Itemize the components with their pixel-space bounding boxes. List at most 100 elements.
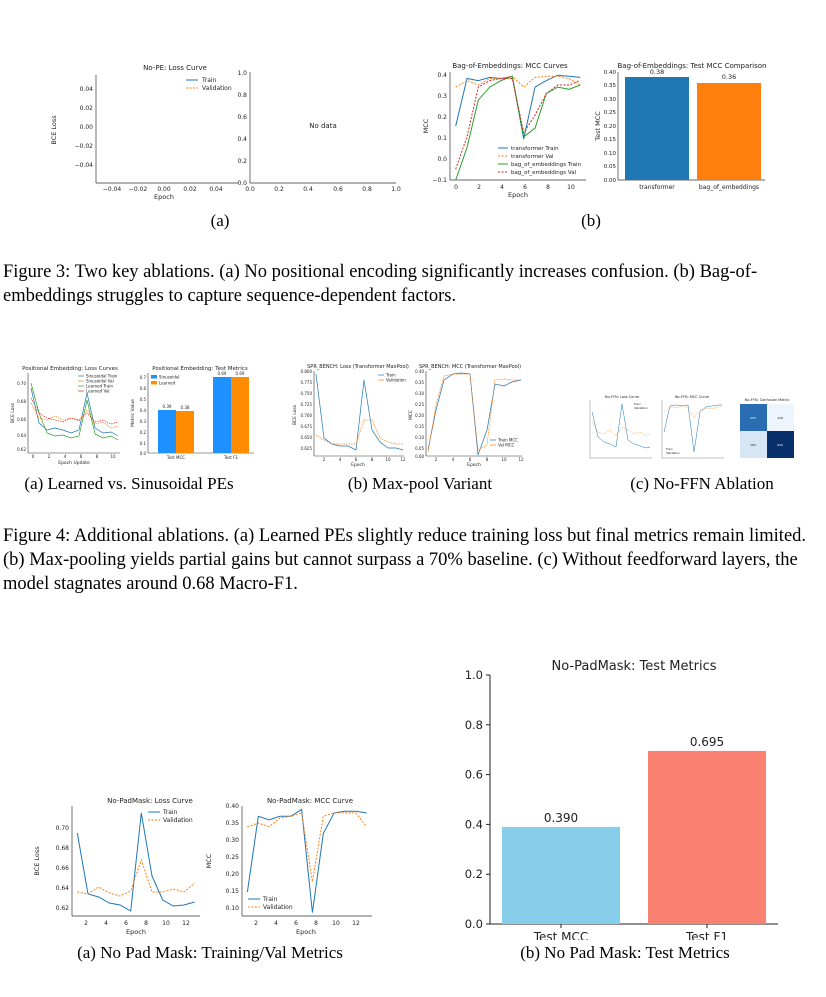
tick-label: 0.6	[333, 186, 343, 193]
np-loss-yticks: 0.70 0.68 0.66 0.64 0.62	[56, 825, 70, 912]
np-mcc-xticks: 2 4 6 8 10 12	[254, 920, 360, 927]
bar-value-label: 0.38	[650, 68, 664, 76]
tick-label: 0.15	[604, 137, 617, 143]
mp-mcc-xlabel: Epoch	[467, 462, 481, 468]
series-line	[455, 75, 581, 88]
boe-curves-title: Bag-of-Embeddings: MCC Curves	[452, 62, 568, 70]
boe-curves-yticks: 0.4 0.3 0.2 0.1 0.0 −0.1	[432, 72, 447, 184]
fig4-sublabel-b: (b) Max-pool Variant	[347, 474, 493, 493]
cm-value: 183	[750, 443, 756, 447]
learned-val-line	[30, 397, 119, 425]
tick-label: 0.2	[437, 114, 447, 121]
bar	[648, 750, 766, 924]
np-loss-ylabel: BCE Loss	[33, 846, 41, 876]
tick-label: 0.8	[362, 186, 372, 193]
tick-label: 0.35	[604, 83, 617, 89]
np-loss-legend: Train Validation	[148, 809, 193, 824]
y-tick-label: 0.6	[465, 768, 483, 782]
tick-label: 0.64	[56, 885, 70, 892]
tick-label: 1.0	[391, 186, 401, 193]
fig3-sublabel-b: (b)	[581, 211, 601, 230]
cm-values: 255 128 183 434	[750, 416, 783, 447]
nf-val-mcc-line	[663, 405, 723, 418]
tick-label: −0.1	[432, 177, 447, 184]
tick-label: 0.775	[301, 380, 313, 385]
bar-category-label: Test MCC	[166, 455, 185, 460]
legend-label: Train	[385, 373, 396, 378]
cm-value: 434	[777, 443, 783, 447]
tick-label: 8	[144, 920, 148, 927]
tick-label: 6	[523, 184, 527, 191]
tick-label: 0.20	[415, 413, 424, 418]
mp-loss-xlabel: Epoch	[351, 462, 365, 468]
nf-train-mcc-line	[663, 404, 722, 453]
tick-label: 0.25	[604, 110, 617, 116]
tick-label: 10	[162, 920, 170, 927]
figure3-caption: Figure 3: Two key ablations. (a) No posi…	[3, 262, 758, 306]
tick-label: 0.10	[604, 151, 617, 157]
tick-label: 0.725	[301, 402, 313, 407]
tick-label: 0.8	[237, 92, 247, 99]
tick-label: 0.70	[17, 381, 26, 386]
cm-cell	[740, 431, 767, 458]
np-mcc-ylabel: MCC	[205, 853, 213, 868]
y-tick-label: 0.8	[465, 718, 483, 732]
y-tick-label: 0.0	[465, 917, 483, 931]
nf-mcc-title: No-FFN: MCC Curve	[675, 395, 709, 399]
boe-bar-title: Bag-of-Embeddings: Test MCC Comparison	[618, 62, 767, 70]
cm-value: 255	[750, 416, 756, 420]
mp-loss-yticks: 0.800 0.775 0.750 0.725 0.700 0.675 0.650 0.6…	[301, 369, 313, 451]
bar	[502, 826, 620, 924]
tick-label: 0.02	[183, 186, 197, 193]
mp-loss-xticks: 2 4 6 8 10 12	[323, 457, 406, 462]
legend-label: Validation	[202, 85, 232, 92]
tick-label: 6	[80, 454, 83, 459]
tick-label: 12	[518, 457, 524, 462]
nf-cm-title: No-FFN: Confusion Matrix	[745, 398, 790, 402]
pe-loss-xlabel: Epoch Update	[58, 460, 90, 466]
mp-mcc-title: SPR_BENCH: MCC (Transformer MaxPool)	[419, 364, 521, 370]
tick-label: 12	[182, 920, 190, 927]
tick-label: 0.64	[17, 433, 26, 438]
legend-label: Train	[633, 402, 641, 406]
legend-label: Validation	[634, 406, 648, 410]
tick-label: 0	[32, 454, 35, 459]
np-loss-xlabel: Epoch	[126, 928, 146, 936]
tick-label: 0.15	[415, 424, 424, 429]
tick-label: 0.800	[301, 369, 313, 374]
tick-label: 0.2	[274, 186, 284, 193]
tick-label: 12	[352, 920, 360, 927]
fig4-sublabel-a: (a) Learned vs. Sinusoidal PEs	[24, 474, 234, 493]
np-mcc-legend: Train Validation	[248, 896, 293, 911]
tick-label: 0.00	[415, 454, 424, 459]
legend-label: Validation	[386, 378, 406, 383]
figure4-panel-b: SPR_BENCH: Loss (Transformer MaxPool) BC…	[292, 364, 524, 468]
tick-label: 8	[96, 454, 99, 459]
tick-label: 0.0	[437, 156, 447, 163]
tick-label: 0.2	[237, 158, 247, 165]
figure4-caption: Figure 4: Additional ablations. (a) Lear…	[3, 526, 807, 594]
boe-curves-ylabel: MCC	[422, 118, 430, 133]
legend-label: Validation	[666, 451, 680, 455]
nope-mcc-yticks: 1.0 0.8 0.6 0.4 0.2 0.0	[237, 70, 247, 187]
tick-label: 0.625	[301, 446, 313, 451]
tick-label: 0.15	[226, 888, 240, 895]
mp-mcc-xticks: 2 4 6 8 10 12	[435, 457, 524, 462]
tick-label: 0.70	[56, 825, 70, 832]
legend-label: Val MCC	[498, 443, 515, 448]
tick-label: 6	[469, 457, 472, 462]
bar-sinusoidal-f1	[213, 377, 231, 453]
tick-label: 0.650	[301, 435, 313, 440]
fig5-sublabel-b: (b) No Pad Mask: Test Metrics	[520, 943, 730, 962]
tick-label: 0.1	[140, 441, 147, 446]
mp-loss-title: SPR_BENCH: Loss (Transformer MaxPool)	[307, 364, 409, 370]
fig5-sublabel-a: (a) No Pad Mask: Training/Val Metrics	[77, 943, 343, 962]
tick-label: 10	[385, 457, 391, 462]
tick-label: 0.40	[415, 369, 424, 374]
bar-bag-of-embeddings	[697, 83, 761, 180]
nf-loss-legend: Train Validation	[633, 402, 648, 410]
y-tick-label: 0.4	[465, 817, 483, 831]
tick-label: 0.30	[604, 97, 617, 103]
legend-label: bag_of_embeddings Val	[511, 170, 577, 176]
mp-mcc-legend: Train MCC Val MCC	[490, 438, 518, 448]
